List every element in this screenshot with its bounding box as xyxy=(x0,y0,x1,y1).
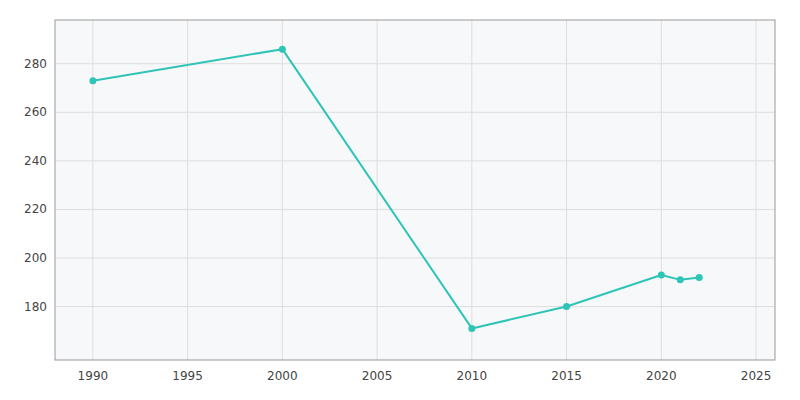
y-grid-line xyxy=(55,112,775,113)
point xyxy=(658,272,665,279)
x-grid-line xyxy=(661,20,662,360)
x-grid-line xyxy=(282,20,283,360)
x-grid-line xyxy=(92,20,93,360)
y-tick-label: 240 xyxy=(24,154,47,168)
x-tick-label: 1990 xyxy=(78,369,109,383)
y-tick-label: 200 xyxy=(24,251,47,265)
x-grid-line xyxy=(471,20,472,360)
y-grid-line xyxy=(55,258,775,259)
y-grid-line xyxy=(55,63,775,64)
point xyxy=(89,77,96,84)
point xyxy=(468,325,475,332)
y-tick-label: 180 xyxy=(24,300,47,314)
x-grid-line xyxy=(756,20,757,360)
point xyxy=(279,46,286,53)
y-grid-line xyxy=(55,306,775,307)
x-tick-label: 2020 xyxy=(646,369,677,383)
grid xyxy=(55,20,775,360)
plot-background xyxy=(55,20,775,360)
x-grid-line xyxy=(187,20,188,360)
x-tick-label: 2000 xyxy=(267,369,298,383)
x-tick-label: 1995 xyxy=(172,369,203,383)
point xyxy=(563,303,570,310)
data-layer xyxy=(89,46,702,332)
point xyxy=(696,274,703,281)
x-tick-label: 2005 xyxy=(362,369,393,383)
point xyxy=(677,276,684,283)
x-tick-label: 2015 xyxy=(551,369,582,383)
x-tick-label: 2010 xyxy=(457,369,488,383)
line xyxy=(93,49,699,328)
y-tick-label: 260 xyxy=(24,105,47,119)
plot-frame xyxy=(55,20,775,360)
chart-container: 1990 1995 2000 2005 2010 2015 2020 2025 180 200 22… xyxy=(0,0,800,400)
y-grid-line xyxy=(55,160,775,161)
y-grid-line xyxy=(55,209,775,210)
y-tick-label: 220 xyxy=(24,202,47,216)
x-tick-label: 2025 xyxy=(741,369,772,383)
y-tick-label: 280 xyxy=(24,57,47,71)
chart-svg: 1990 1995 2000 2005 2010 2015 2020 2025 180 200 22… xyxy=(0,0,800,400)
